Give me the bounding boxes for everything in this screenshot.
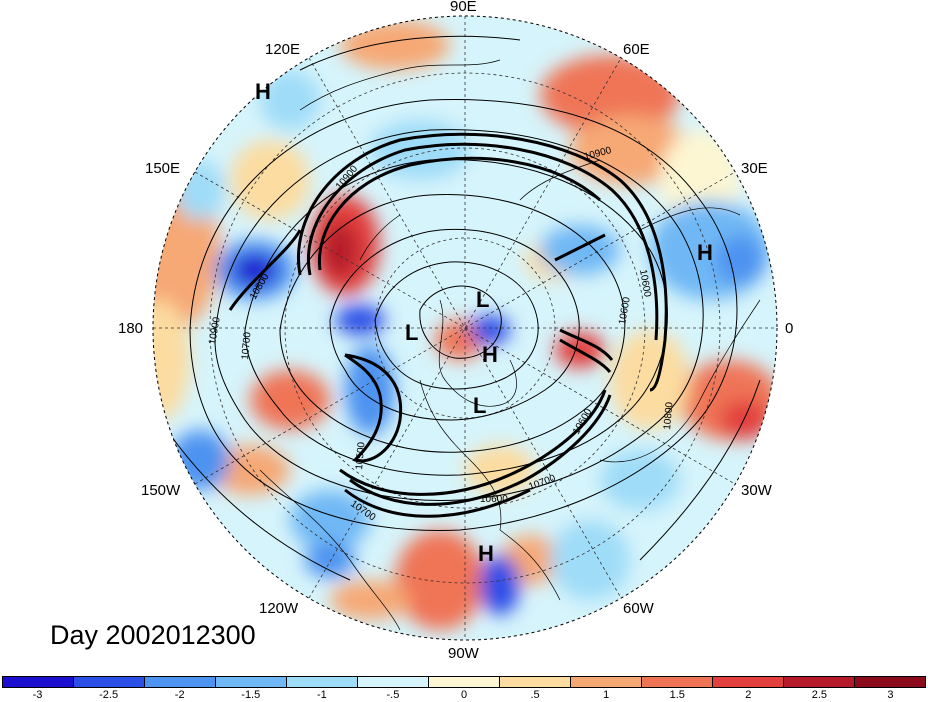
height-contours	[159, 35, 761, 581]
contour-label: 10700	[240, 331, 253, 360]
lon-label-30w: 30W	[741, 482, 772, 499]
lon-label-0: 0	[785, 320, 794, 337]
pressure-high-marker: H	[697, 240, 713, 265]
lon-label-150e: 150E	[145, 160, 181, 177]
date-title: Day 2002012300	[50, 620, 256, 650]
colorbar-swatch	[216, 677, 287, 687]
pressure-high-marker: H	[478, 541, 494, 566]
lon-label-120e: 120E	[265, 41, 301, 58]
contour-label: 10600	[637, 269, 653, 299]
graticule	[153, 16, 777, 640]
colorbar-tick-label: -3	[32, 689, 43, 701]
anomaly-field: 10900 10900 10900 10700 10700 10600 1060…	[153, 16, 777, 640]
colorbar-swatch	[3, 677, 74, 687]
lon-label-60e: 60E	[623, 41, 650, 58]
contour-label: 10600	[480, 494, 508, 505]
pressure-low-marker: L	[473, 393, 487, 418]
colorbar	[2, 676, 926, 688]
colorbar-swatch	[500, 677, 571, 687]
colorbar-swatch	[713, 677, 784, 687]
lon-label-120w: 120W	[259, 600, 299, 617]
colorbar-swatch	[429, 677, 500, 687]
colorbar-tick-label: .5	[530, 689, 540, 701]
pressure-high-marker: H	[255, 79, 271, 104]
colorbar-swatch	[358, 677, 429, 687]
lon-label-30e: 30E	[741, 160, 768, 177]
contour-label: 10500	[354, 441, 367, 470]
lon-label-150w: 150W	[141, 482, 181, 499]
colorbar-swatch	[74, 677, 145, 687]
colorbar-swatch	[642, 677, 713, 687]
contour-label: 10800	[662, 401, 675, 430]
contour-label: 10600	[617, 296, 633, 326]
colorbar-tick-label: 0	[460, 689, 468, 701]
colorbar-tick-label: 2.5	[811, 689, 828, 701]
colorbar-swatch	[784, 677, 855, 687]
colorbar-swatch	[855, 677, 925, 687]
colorbar-tick-label: 1.5	[669, 689, 685, 701]
lon-label-90e: 90E	[450, 0, 477, 15]
colorbar-tick-label: -1.5	[241, 689, 261, 701]
colorbar-swatch	[571, 677, 642, 687]
contour-label: 10900	[207, 316, 223, 346]
pressure-low-marker: L	[405, 320, 419, 345]
colorbar-tick-label: -2	[174, 689, 185, 701]
map-boundary	[152, 15, 778, 641]
colorbar-tick-label: 2	[745, 689, 752, 701]
colorbar-tick-label: 3	[887, 689, 894, 701]
colorbar-tick-label: -.5	[386, 689, 400, 701]
colorbar-swatch	[287, 677, 358, 687]
lon-label-60w: 60W	[623, 600, 654, 617]
jet-contours	[228, 132, 668, 518]
colorbar-tick-label: -1	[316, 689, 327, 701]
lon-label-90w: 90W	[448, 645, 479, 662]
colorbar-tick-label: 1	[603, 689, 610, 701]
pressure-high-marker: H	[482, 342, 498, 367]
colorbar-swatch	[145, 677, 216, 687]
colorbar-tick-label: -2.5	[99, 689, 119, 701]
pressure-low-marker: L	[476, 287, 490, 312]
lon-label-180: 180	[118, 320, 144, 337]
coastlines	[259, 59, 761, 631]
